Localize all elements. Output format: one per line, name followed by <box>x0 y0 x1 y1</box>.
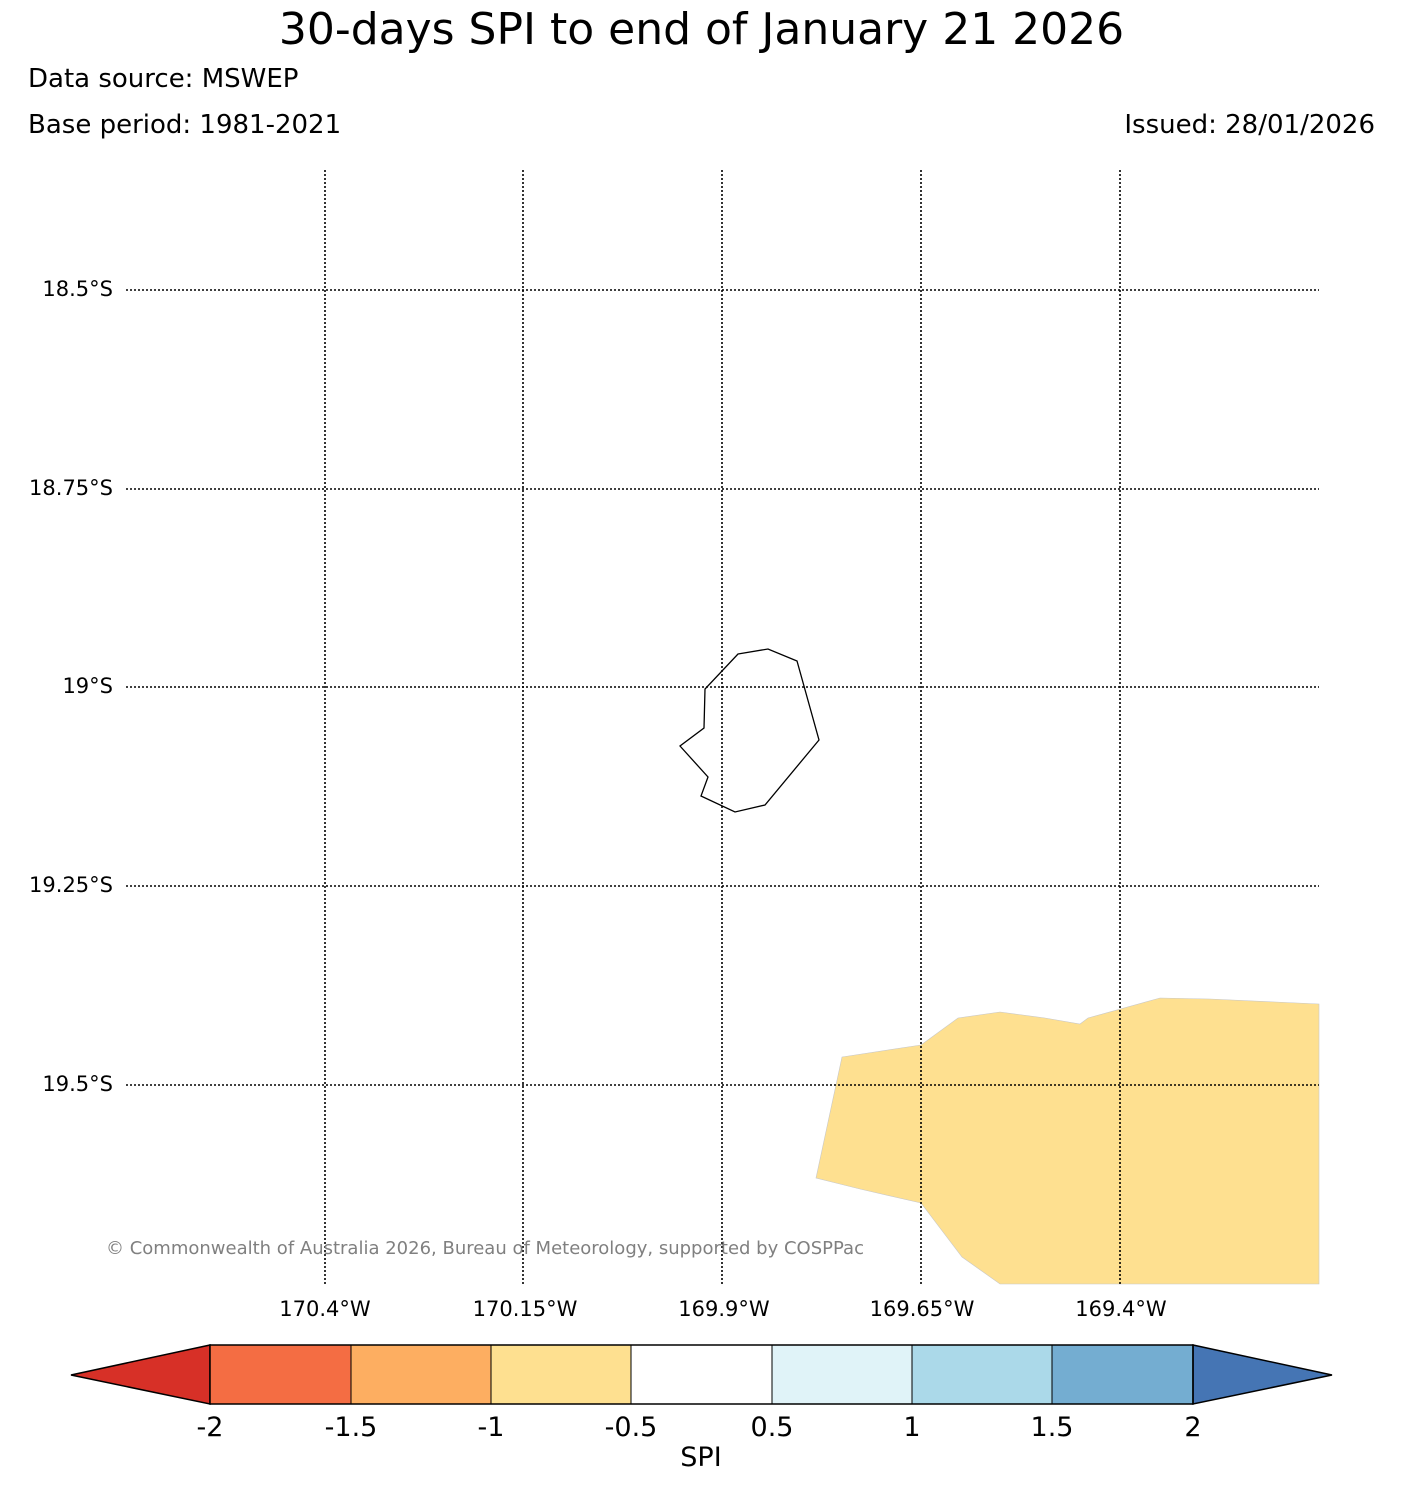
lat-label: 19.25°S <box>29 873 113 897</box>
colorbar-bin <box>630 1344 773 1405</box>
spi-region-dry <box>815 997 1320 1285</box>
lon-label: 169.65°W <box>870 1297 975 1321</box>
colorbar-tick-label: -1.5 <box>325 1412 378 1443</box>
data-source-text: Data source: MSWEP <box>28 64 299 94</box>
colorbar-frame <box>209 1344 1194 1405</box>
lat-label: 18.75°S <box>29 476 113 500</box>
lat-label: 19°S <box>62 674 113 698</box>
colorbar-tick-label: -0.5 <box>605 1412 658 1443</box>
longitude-labels: 170.4°W 170.15°W 169.9°W 169.65°W 169.4°… <box>279 1297 1167 1321</box>
lon-label: 169.4°W <box>1075 1297 1167 1321</box>
colorbar-tick-label: 1.5 <box>1031 1412 1074 1443</box>
map-area: 18.5°S 18.75°S 19°S 19.25°S 19.5°S 170.4… <box>29 170 1320 1321</box>
lat-label: 18.5°S <box>42 277 113 301</box>
base-period-text: Base period: 1981-2021 <box>28 110 342 140</box>
longitude-gridlines <box>324 170 1121 1284</box>
latitude-labels: 18.5°S 18.75°S 19°S 19.25°S 19.5°S <box>29 277 113 1096</box>
colorbar-tick-label: 1 <box>903 1412 920 1443</box>
colorbar-bin <box>911 1344 1053 1405</box>
colorbar-tick-label: 0.5 <box>751 1412 794 1443</box>
colorbar-high-extend <box>1192 1344 1333 1405</box>
lon-label: 169.9°W <box>678 1297 770 1321</box>
lon-label: 170.4°W <box>279 1297 371 1321</box>
colorbar-low-extend <box>70 1344 211 1405</box>
colorbar-tick-label: -2 <box>197 1412 224 1443</box>
island-outline <box>679 648 820 813</box>
issued-date-text: Issued: 28/01/2026 <box>1124 110 1375 140</box>
lat-label: 19.5°S <box>42 1072 113 1096</box>
colorbar-bin <box>1051 1344 1194 1405</box>
colorbar-bin <box>771 1344 913 1405</box>
colorbar-bin <box>490 1344 632 1405</box>
colorbar-tick-label: -1 <box>478 1412 505 1443</box>
lon-label: 170.15°W <box>473 1297 578 1321</box>
colorbar-tick-label: 2 <box>1184 1412 1201 1443</box>
colorbar-bin <box>209 1344 352 1405</box>
map-title: 30-days SPI to end of January 21 2026 <box>278 4 1125 55</box>
copyright-notice: © Commonwealth of Australia 2026, Bureau… <box>106 1238 864 1259</box>
colorbar: -2 -1.5 -1 -0.5 0.5 1 1.5 2 SPI <box>70 1344 1333 1473</box>
colorbar-bin <box>350 1344 492 1405</box>
colorbar-title: SPI <box>680 1442 721 1473</box>
